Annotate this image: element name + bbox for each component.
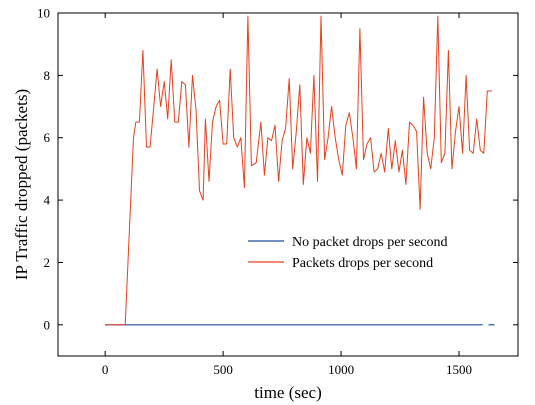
y-tick-label: 8 [44, 68, 51, 83]
series-layer [105, 15, 495, 326]
plot-frame [57, 12, 519, 357]
y-tick-label: 0 [44, 317, 51, 332]
y-tick-label: 4 [44, 193, 51, 208]
x-tick-label: 1500 [446, 362, 472, 377]
series-2-line [105, 15, 493, 326]
x-tick-label: 1000 [328, 362, 354, 377]
y-axis-title: IP Traffic dropped (packets) [12, 89, 31, 280]
y-tick-label: 2 [44, 255, 51, 270]
x-tick-label: 500 [213, 362, 233, 377]
x-tick-label: 0 [102, 362, 109, 377]
y-tick-label: 6 [44, 130, 51, 145]
axis-ticks: 0 500 1000 1500 0 2 4 6 8 10 [37, 6, 518, 377]
legend-label-1: No packet drops per second [292, 235, 448, 250]
legend-label-2: Packets drops per second [292, 256, 433, 271]
legend: No packet drops per second Packets drops … [248, 235, 448, 271]
x-axis-title: time (sec) [254, 383, 322, 402]
y-tick-label: 10 [37, 6, 50, 21]
